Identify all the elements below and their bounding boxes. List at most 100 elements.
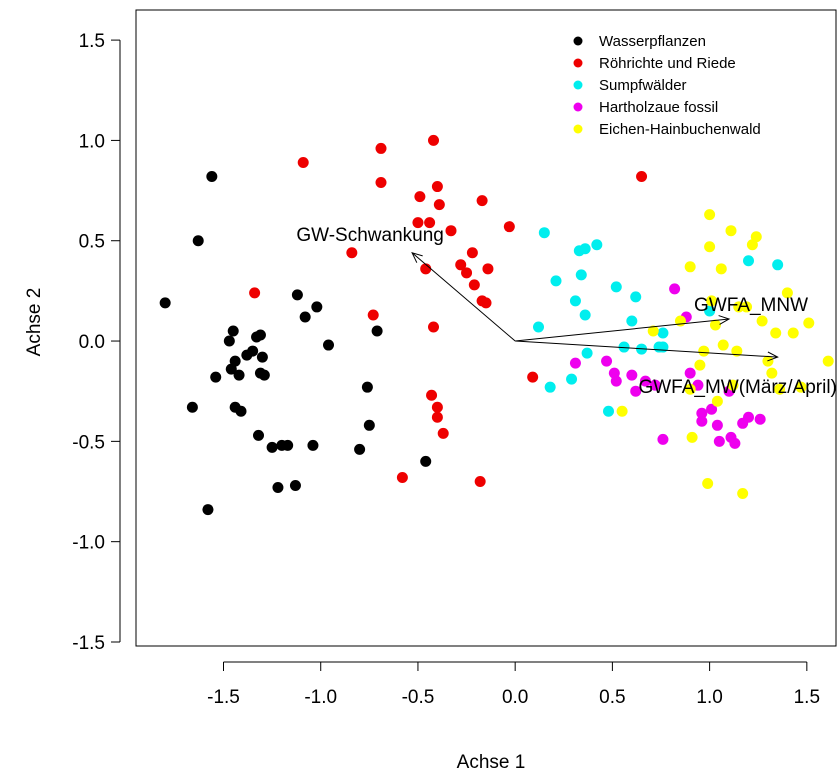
data-point bbox=[706, 295, 718, 307]
x-tick-label: -1.5 bbox=[207, 687, 240, 708]
data-point bbox=[307, 439, 319, 451]
data-point bbox=[669, 283, 681, 295]
data-point bbox=[544, 381, 556, 393]
arrow-head bbox=[411, 251, 423, 263]
x-tick-label: 1.5 bbox=[794, 687, 820, 708]
series-0 bbox=[159, 171, 432, 516]
data-point bbox=[566, 373, 578, 385]
data-point bbox=[706, 403, 718, 415]
x-tick-label: 0.5 bbox=[599, 687, 625, 708]
data-point bbox=[741, 301, 753, 313]
legend-marker bbox=[573, 36, 583, 46]
data-point bbox=[431, 401, 443, 413]
legend-label: Röhrichte und Riede bbox=[599, 55, 736, 72]
data-point bbox=[715, 263, 727, 275]
data-point bbox=[233, 369, 245, 381]
series-2 bbox=[533, 227, 784, 417]
y-tick-label: 1.0 bbox=[79, 131, 105, 152]
data-point bbox=[626, 315, 638, 327]
data-point bbox=[737, 488, 749, 500]
data-point bbox=[297, 156, 309, 168]
data-point bbox=[503, 221, 515, 233]
arrow-line bbox=[515, 318, 730, 342]
data-point bbox=[466, 247, 478, 259]
data-point bbox=[412, 217, 424, 229]
data-point bbox=[649, 379, 661, 391]
arrow-line bbox=[515, 340, 778, 358]
data-point bbox=[630, 385, 642, 397]
x-tick-label: 0.0 bbox=[502, 687, 528, 708]
data-point bbox=[206, 171, 218, 183]
data-point bbox=[428, 134, 439, 146]
data-point bbox=[766, 367, 778, 379]
data-point bbox=[323, 339, 334, 351]
data-point bbox=[445, 225, 457, 237]
data-point bbox=[282, 439, 294, 451]
data-point bbox=[694, 359, 706, 371]
data-point bbox=[299, 311, 311, 323]
data-point bbox=[461, 267, 473, 279]
data-point bbox=[569, 295, 581, 307]
data-point bbox=[795, 381, 807, 393]
data-point bbox=[684, 367, 696, 379]
x-tick-label: -0.5 bbox=[402, 687, 435, 708]
data-point bbox=[601, 355, 613, 367]
data-point bbox=[202, 504, 214, 516]
data-point bbox=[533, 321, 544, 333]
arrow-line bbox=[411, 252, 516, 342]
legend-label: Sumpfwälder bbox=[599, 77, 687, 94]
data-point bbox=[375, 142, 387, 154]
data-point bbox=[579, 309, 591, 321]
data-point bbox=[657, 341, 669, 353]
data-point bbox=[482, 263, 494, 275]
data-point bbox=[420, 263, 432, 275]
data-point bbox=[424, 217, 436, 229]
plot-frame bbox=[135, 9, 837, 647]
y-tick-label: -0.5 bbox=[72, 432, 105, 453]
data-point bbox=[428, 321, 439, 333]
data-point bbox=[575, 269, 587, 281]
data-point bbox=[686, 431, 698, 443]
data-point bbox=[711, 419, 723, 431]
data-point bbox=[480, 297, 492, 309]
data-point bbox=[291, 289, 303, 301]
legend-marker bbox=[573, 58, 583, 68]
arrow-label: GW-Schwankung bbox=[296, 225, 444, 246]
legend-marker bbox=[573, 102, 583, 112]
data-point bbox=[727, 379, 739, 391]
legend-marker bbox=[573, 80, 583, 90]
data-point bbox=[253, 429, 264, 441]
y-tick-label: 0.0 bbox=[79, 332, 105, 353]
data-point bbox=[569, 357, 581, 369]
data-point bbox=[733, 301, 745, 313]
arrow-label: GWFA_MW(März/April) bbox=[638, 377, 836, 398]
legend-label: Eichen-Hainbuchenwald bbox=[599, 121, 761, 138]
data-point bbox=[431, 181, 443, 193]
data-point bbox=[774, 383, 786, 395]
y-tick-label: 0.5 bbox=[79, 232, 105, 253]
data-point bbox=[684, 383, 696, 395]
data-point bbox=[717, 339, 729, 351]
data-point bbox=[186, 401, 198, 413]
data-point bbox=[474, 475, 486, 487]
x-tick-label: 1.0 bbox=[696, 687, 722, 708]
data-point bbox=[754, 413, 766, 425]
y-tick-label: -1.0 bbox=[72, 533, 105, 554]
data-point bbox=[426, 389, 438, 401]
data-point bbox=[822, 355, 834, 367]
data-point bbox=[702, 477, 714, 489]
data-point bbox=[713, 435, 725, 447]
data-point bbox=[235, 405, 247, 417]
data-point bbox=[610, 281, 622, 293]
y-axis: -1.5 -1.0 -0.5 0.0 0.5 1.0 1.5 bbox=[72, 31, 121, 654]
data-point bbox=[770, 327, 782, 339]
data-point bbox=[626, 369, 638, 381]
data-point bbox=[225, 363, 237, 375]
data-point bbox=[272, 482, 284, 494]
data-point bbox=[468, 279, 480, 291]
data-point bbox=[437, 427, 449, 439]
data-point bbox=[311, 301, 323, 313]
data-point bbox=[396, 471, 408, 483]
series-3 bbox=[569, 283, 766, 449]
